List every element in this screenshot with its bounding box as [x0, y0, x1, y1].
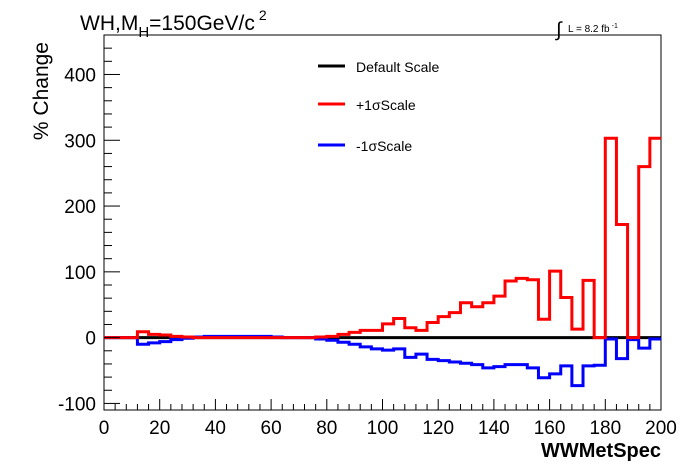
- y-tick-label: 100: [64, 263, 96, 284]
- x-tick-label: 200: [645, 418, 677, 439]
- x-tick-label: 120: [422, 418, 454, 439]
- series-minus-1sigma: [104, 334, 661, 388]
- legend: Default Scale +1σScale -1σScale: [318, 59, 439, 154]
- y-axis-label: % Change: [30, 42, 53, 140]
- series-plus-1sigma: [104, 136, 661, 340]
- x-tick-label: 60: [261, 418, 282, 439]
- legend-label-minus: -1σScale: [356, 138, 412, 154]
- x-tick-label: 160: [534, 418, 566, 439]
- plot-area-border: [103, 34, 662, 411]
- integral-sign: ∫: [555, 19, 563, 41]
- x-tick-label: 100: [367, 418, 399, 439]
- x-tick-label: 180: [589, 418, 621, 439]
- luminosity-annotation: ∫ L = 8.2 fb -1: [555, 19, 618, 41]
- y-tick-label: -100: [58, 394, 96, 415]
- axes: 0 20 40 60 80 100 120 140 160 180 200-100010020030…: [58, 47, 677, 439]
- legend-entry-default: Default Scale: [318, 59, 439, 75]
- x-tick-label: 0: [99, 418, 110, 439]
- y-tick-label: 200: [64, 197, 96, 218]
- luminosity-text: L = 8.2 fb -1: [568, 23, 618, 35]
- plot-frame: [103, 34, 662, 411]
- y-tick-label: 400: [64, 65, 96, 86]
- series-layer: [104, 136, 661, 388]
- legend-label-default: Default Scale: [356, 59, 439, 75]
- legend-entry-minus: -1σScale: [318, 138, 412, 154]
- x-tick-label: 40: [205, 418, 226, 439]
- x-axis-label: WWMetSpec: [541, 440, 661, 462]
- x-tick-label: 140: [478, 418, 510, 439]
- legend-label-plus: +1σScale: [356, 97, 416, 113]
- y-tick-label: 300: [64, 131, 96, 152]
- x-tick-label: 80: [316, 418, 337, 439]
- y-tick-label: 0: [85, 329, 96, 350]
- x-tick-label: 20: [149, 418, 170, 439]
- chart-title: WH,MH=150GeV/c 2: [80, 7, 267, 41]
- legend-entry-plus: +1σScale: [318, 97, 416, 113]
